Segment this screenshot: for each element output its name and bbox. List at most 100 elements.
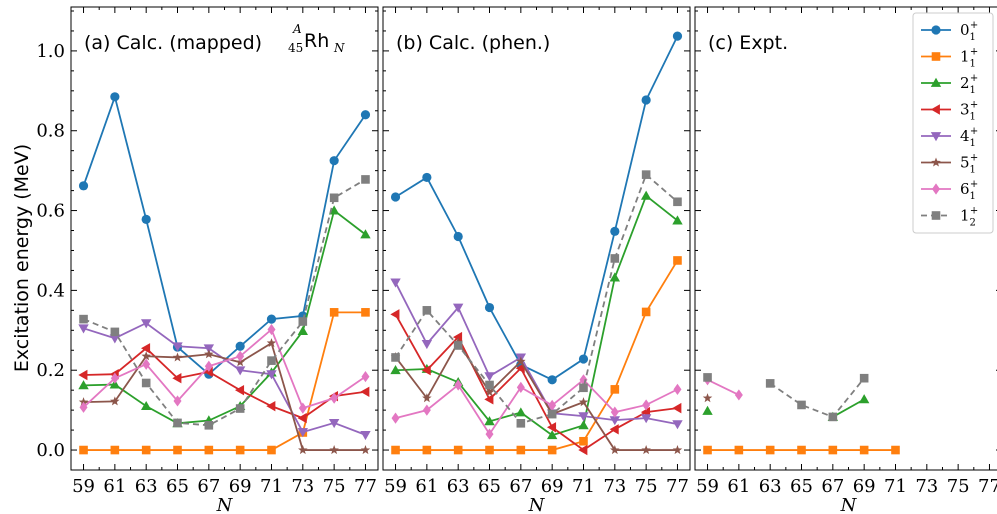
data-point <box>110 445 120 455</box>
data-point <box>610 406 619 418</box>
legend-entry: 01+ <box>921 20 978 43</box>
data-point <box>858 394 870 404</box>
legend-entry: 61+ <box>921 179 978 202</box>
series-line <box>395 35 679 381</box>
data-point <box>328 205 340 215</box>
data-point <box>267 323 276 336</box>
x-axis-label: N <box>528 495 546 514</box>
legend-entry: 51+ <box>921 153 978 176</box>
legend-label: 01+ <box>960 20 978 43</box>
data-point <box>235 404 245 413</box>
panel-c: 59 61 63 65 67 69 71 73 75 77 N (c) Expt. <box>694 6 997 514</box>
x-tick-label: 63 <box>759 476 782 497</box>
x-tick-label: 67 <box>197 476 220 497</box>
data-point <box>642 399 651 411</box>
data-point <box>204 349 214 359</box>
legend-marker <box>931 211 941 220</box>
series-line <box>83 209 367 425</box>
data-point <box>360 386 370 397</box>
data-point <box>641 307 651 317</box>
data-point <box>578 354 589 364</box>
data-point <box>140 319 152 329</box>
data-point <box>266 314 277 324</box>
data-point <box>609 272 621 282</box>
y-axis-label: Excitation energy (MeV) <box>11 144 33 372</box>
y-tick-label: 0.4 <box>36 280 65 301</box>
series-line <box>83 347 366 420</box>
data-point <box>78 181 89 191</box>
series-line <box>832 398 865 418</box>
x-tick-label: 71 <box>572 476 595 497</box>
legend-marker <box>931 52 941 61</box>
data-point <box>610 254 620 263</box>
series-line <box>707 378 740 396</box>
data-point <box>234 366 246 376</box>
y-tick-label: 1.0 <box>36 41 65 62</box>
series-6-1 <box>79 323 370 414</box>
data-point <box>390 278 401 288</box>
data-point <box>516 356 526 366</box>
data-point <box>610 445 620 455</box>
x-tick-label: 67 <box>509 476 532 497</box>
data-point <box>640 414 652 424</box>
data-point <box>485 380 494 390</box>
data-point <box>579 374 588 386</box>
series-5-1 <box>702 393 713 403</box>
neutron-number-label: N <box>333 41 345 55</box>
data-point <box>360 110 371 120</box>
data-point <box>110 92 120 102</box>
data-point <box>267 445 276 455</box>
series-line <box>83 322 366 436</box>
data-point <box>548 399 557 411</box>
x-tick-label: 71 <box>260 476 283 497</box>
data-point <box>797 445 806 455</box>
data-point <box>79 401 88 413</box>
data-point <box>110 327 120 337</box>
data-point <box>141 214 151 224</box>
data-point <box>236 350 245 362</box>
series-0-1 <box>78 92 371 379</box>
legend-label: 21+ <box>960 73 978 96</box>
legend-entry: 21+ <box>921 73 978 96</box>
data-point <box>703 445 712 455</box>
x-tick-label: 77 <box>978 476 997 497</box>
data-point <box>828 445 838 455</box>
data-point <box>702 405 713 415</box>
series-1-1 <box>391 256 682 455</box>
data-point <box>672 215 683 225</box>
legend-marker <box>932 183 940 195</box>
series-6-1 <box>391 374 682 440</box>
data-point <box>109 334 121 344</box>
data-point <box>110 372 119 384</box>
data-point <box>204 445 214 455</box>
data-point <box>702 393 713 403</box>
series-3-1 <box>390 309 682 456</box>
data-point <box>578 420 589 430</box>
data-point <box>673 256 682 265</box>
data-point <box>703 373 712 382</box>
x-tick-label: 73 <box>603 476 626 497</box>
panel-a: 0.0 0.2 0.4 0.6 0.8 1.0 59 61 63 65 67 69 71 73 75 77 N (… <box>36 6 379 514</box>
data-point <box>516 445 526 455</box>
data-point <box>672 420 683 430</box>
series-line <box>395 378 678 436</box>
data-point <box>266 338 277 348</box>
data-point <box>452 303 464 313</box>
data-point <box>891 445 900 455</box>
data-point <box>485 428 494 440</box>
series-line <box>394 340 678 451</box>
data-point <box>579 383 588 393</box>
x-tick-label: 73 <box>915 476 938 497</box>
series-line <box>83 178 366 427</box>
data-point <box>297 325 309 335</box>
x-tick-label: 59 <box>384 476 407 497</box>
legend-marker <box>930 77 942 87</box>
data-point <box>673 197 682 207</box>
data-point <box>516 419 526 428</box>
data-point <box>641 95 651 105</box>
data-point <box>173 395 182 407</box>
data-point <box>172 342 183 352</box>
x-tick-label: 69 <box>541 476 564 497</box>
data-point <box>330 392 339 404</box>
y-tick-label: 0.0 <box>36 440 65 461</box>
